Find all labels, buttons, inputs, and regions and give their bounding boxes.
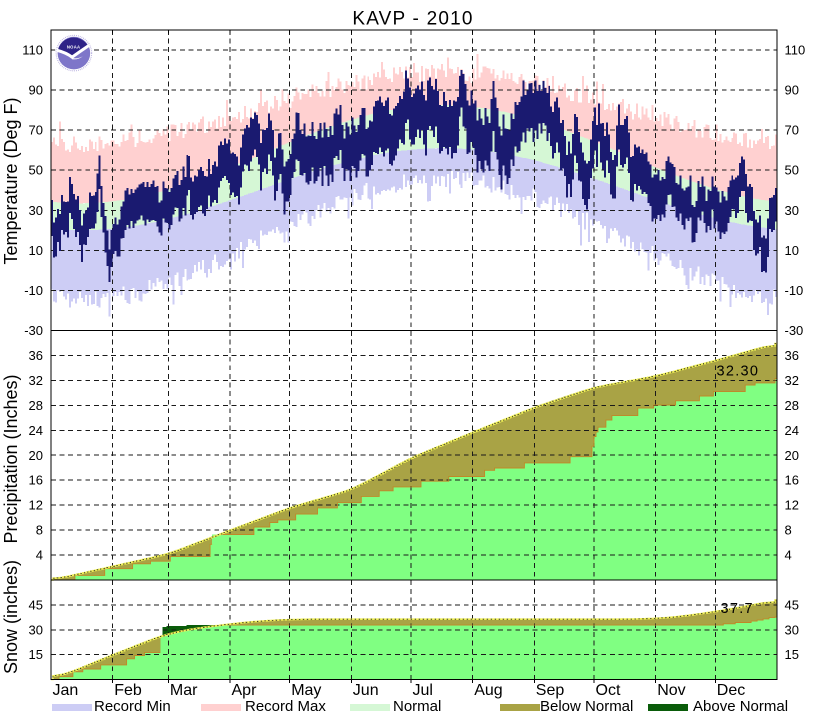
svg-text:32: 32 bbox=[785, 373, 799, 388]
svg-text:Apr: Apr bbox=[232, 682, 258, 699]
svg-text:May: May bbox=[291, 682, 321, 699]
svg-text:4: 4 bbox=[785, 548, 792, 563]
svg-text:16: 16 bbox=[785, 473, 799, 488]
svg-text:10: 10 bbox=[29, 243, 43, 258]
svg-text:90: 90 bbox=[29, 83, 43, 98]
svg-text:Jul: Jul bbox=[413, 682, 433, 699]
svg-text:28: 28 bbox=[785, 398, 799, 413]
svg-text:Jan: Jan bbox=[53, 682, 79, 699]
svg-text:70: 70 bbox=[29, 123, 43, 138]
svg-text:-10: -10 bbox=[24, 283, 43, 298]
svg-text:16: 16 bbox=[29, 473, 43, 488]
svg-text:24: 24 bbox=[785, 423, 799, 438]
svg-text:45: 45 bbox=[785, 597, 799, 612]
svg-text:45: 45 bbox=[29, 597, 43, 612]
svg-text:10: 10 bbox=[785, 243, 799, 258]
svg-text:24: 24 bbox=[29, 423, 43, 438]
svg-text:Jun: Jun bbox=[353, 682, 379, 699]
svg-text:KAVP - 2010: KAVP - 2010 bbox=[352, 9, 473, 30]
svg-text:30: 30 bbox=[29, 622, 43, 637]
svg-text:Aug: Aug bbox=[474, 682, 502, 699]
svg-text:30: 30 bbox=[785, 203, 799, 218]
svg-text:8: 8 bbox=[36, 523, 43, 538]
svg-text:-30: -30 bbox=[24, 323, 43, 338]
svg-text:Precipitation (Inches): Precipitation (Inches) bbox=[1, 374, 21, 543]
svg-text:50: 50 bbox=[785, 163, 799, 178]
svg-text:70: 70 bbox=[785, 123, 799, 138]
svg-text:-30: -30 bbox=[785, 323, 804, 338]
svg-text:12: 12 bbox=[29, 498, 43, 513]
svg-text:-10: -10 bbox=[785, 283, 804, 298]
svg-text:Nov: Nov bbox=[657, 682, 685, 699]
svg-text:50: 50 bbox=[29, 163, 43, 178]
svg-text:20: 20 bbox=[785, 448, 799, 463]
svg-text:Oct: Oct bbox=[596, 682, 621, 699]
svg-text:110: 110 bbox=[785, 43, 806, 58]
svg-text:30: 30 bbox=[785, 622, 799, 637]
svg-text:Mar: Mar bbox=[170, 682, 198, 699]
svg-text:37.7: 37.7 bbox=[721, 601, 754, 617]
svg-text:Record Max: Record Max bbox=[245, 698, 326, 715]
svg-text:90: 90 bbox=[785, 83, 799, 98]
svg-text:20: 20 bbox=[29, 448, 43, 463]
svg-text:32.30: 32.30 bbox=[717, 364, 760, 380]
svg-text:36: 36 bbox=[29, 348, 43, 363]
svg-text:Dec: Dec bbox=[717, 682, 745, 699]
svg-text:Temperature (Deg F): Temperature (Deg F) bbox=[1, 97, 21, 264]
svg-text:4: 4 bbox=[36, 548, 43, 563]
svg-text:Record Min: Record Min bbox=[94, 698, 171, 715]
svg-text:Above Normal: Above Normal bbox=[693, 698, 788, 715]
svg-text:Feb: Feb bbox=[114, 682, 142, 699]
svg-text:15: 15 bbox=[785, 647, 799, 662]
svg-text:12: 12 bbox=[785, 498, 799, 513]
svg-text:Sep: Sep bbox=[536, 682, 565, 699]
svg-text:Snow (inches): Snow (inches) bbox=[1, 560, 21, 674]
svg-text:Normal: Normal bbox=[393, 698, 441, 715]
svg-text:36: 36 bbox=[785, 348, 799, 363]
svg-text:8: 8 bbox=[785, 523, 792, 538]
svg-text:30: 30 bbox=[29, 203, 43, 218]
svg-text:28: 28 bbox=[29, 398, 43, 413]
svg-text:32: 32 bbox=[29, 373, 43, 388]
svg-text:NOAA: NOAA bbox=[67, 45, 81, 50]
svg-text:Below Normal: Below Normal bbox=[540, 698, 633, 715]
svg-text:110: 110 bbox=[22, 43, 43, 58]
svg-text:15: 15 bbox=[29, 647, 43, 662]
